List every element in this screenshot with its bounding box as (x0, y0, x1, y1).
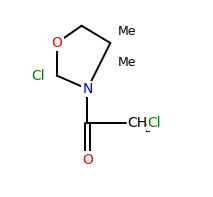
Text: Me: Me (118, 25, 137, 38)
Text: O: O (51, 36, 62, 50)
Text: Me: Me (118, 56, 137, 69)
Text: Cl: Cl (31, 69, 44, 83)
Text: CH: CH (128, 116, 148, 130)
Text: O: O (82, 153, 93, 167)
Text: 2: 2 (144, 124, 150, 134)
Text: N: N (82, 82, 92, 96)
Text: Cl: Cl (148, 116, 161, 130)
